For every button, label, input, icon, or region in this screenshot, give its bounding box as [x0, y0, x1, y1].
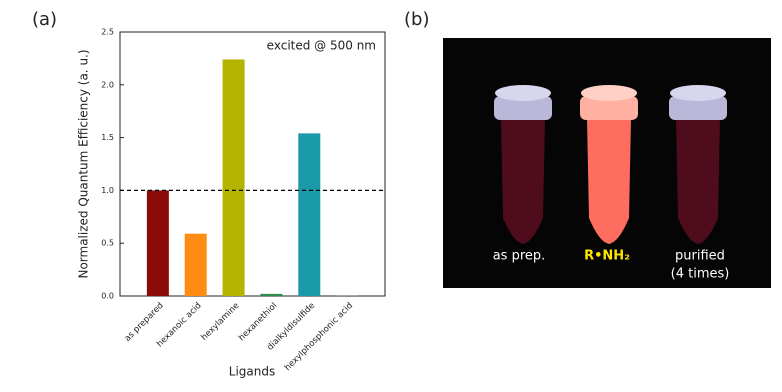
tube-cap	[669, 96, 727, 120]
tube-cap	[494, 96, 552, 120]
y-tick-label: 1.5	[101, 133, 114, 142]
y-tick-label: 1.0	[101, 186, 114, 195]
x-tick-label: hexylamine	[199, 301, 241, 343]
plot-frame	[119, 31, 386, 297]
panel-label: (a)	[32, 9, 57, 30]
tube-cap	[495, 85, 551, 101]
photo-label: purified	[675, 249, 725, 264]
x-tick-label: hexylphosphonic acid	[283, 301, 355, 373]
bar	[184, 233, 207, 296]
chart: Ligands Normalized Quantum Efficiency (a…	[77, 28, 386, 379]
y-tick-label: 0.0	[101, 292, 114, 301]
x-axis-label: Ligands	[229, 365, 275, 379]
tube-cap	[580, 96, 638, 120]
y-tick-label: 2.5	[101, 28, 114, 37]
bar	[222, 59, 245, 297]
bar	[336, 295, 359, 296]
tube	[676, 118, 720, 244]
photo: as prep. R•NH₂ purified (4 times)	[443, 38, 771, 288]
tube	[501, 118, 545, 244]
tube-cap	[581, 85, 637, 101]
photo-label: (4 times)	[671, 267, 730, 282]
bar	[146, 190, 169, 296]
y-axis-label: Normalized Quantum Efficiency (a. u.)	[77, 49, 91, 278]
bar	[260, 293, 283, 296]
annotation: excited @ 500 nm	[267, 39, 376, 53]
y-tick-label: 2.0	[101, 80, 114, 89]
tube-cap	[670, 85, 726, 101]
photo-label: as prep.	[493, 249, 546, 264]
bar	[298, 133, 321, 296]
panel-label: (b)	[404, 9, 429, 30]
tube	[587, 118, 631, 244]
y-tick-label: 0.5	[101, 239, 114, 248]
photo-label: R•NH₂	[584, 249, 630, 264]
